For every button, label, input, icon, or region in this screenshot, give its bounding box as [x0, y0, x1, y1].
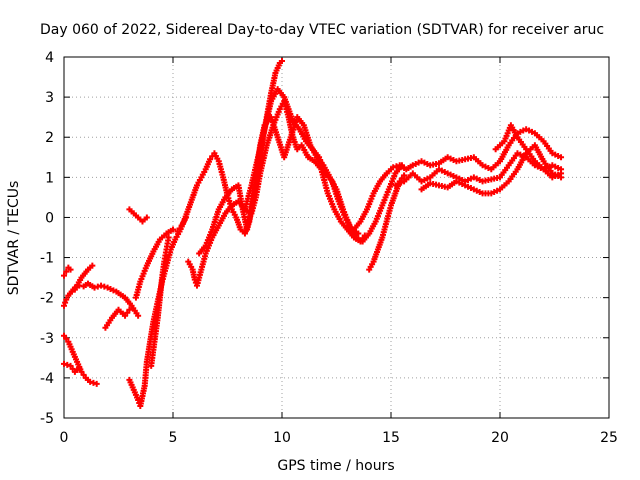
series-trace-r [492, 122, 565, 181]
data-point [207, 156, 214, 163]
y-tick-label: -2 [40, 291, 54, 307]
data-point [87, 378, 94, 385]
data-point [61, 332, 67, 339]
data-point [124, 309, 131, 316]
y-tick-label: 2 [45, 130, 54, 146]
data-point [98, 282, 105, 289]
data-point [176, 225, 183, 232]
x-tick-label: 20 [491, 430, 509, 446]
data-point [63, 296, 70, 303]
data-point [393, 163, 400, 170]
data-point [67, 266, 74, 273]
data-point [76, 364, 83, 371]
data-point [61, 302, 67, 309]
y-tick-label: -3 [40, 331, 54, 347]
data-point [101, 283, 108, 290]
y-tick-label: -4 [40, 371, 54, 387]
y-axis-label: SDTVAR / TECUs [6, 181, 22, 296]
y-tick-label: 0 [45, 210, 54, 226]
data-point [94, 283, 101, 290]
series-trace-n [366, 172, 408, 273]
x-tick-label: 0 [60, 430, 69, 446]
data-point [78, 368, 85, 375]
data-point [170, 226, 176, 233]
series-trace-p [392, 150, 565, 189]
data-point [183, 214, 190, 221]
data-point [63, 335, 70, 342]
series-trace-i [132, 214, 190, 301]
data-point [165, 234, 172, 241]
axis-ticks: 0 5 10 15 20 25 -5 -4 -3 -2 -1 0 1 2 3 4 [40, 50, 618, 446]
data-point [558, 170, 565, 177]
data-point [89, 262, 96, 269]
data-point [63, 268, 70, 275]
series-trace-j [148, 234, 172, 369]
data-point [90, 379, 97, 386]
y-tick-label: -1 [40, 251, 54, 267]
x-tick-label: 25 [600, 430, 618, 446]
data-point [355, 230, 362, 237]
plot-area-frame [63, 56, 610, 419]
data-point [143, 214, 150, 221]
data-point [62, 299, 69, 306]
data-point [64, 361, 71, 368]
series-trace-e [71, 262, 96, 293]
y-tick-label: 4 [45, 50, 54, 66]
data-point [69, 365, 76, 372]
y-tick-label: 3 [45, 90, 54, 106]
series-trace-o [350, 126, 565, 233]
data-point [61, 360, 67, 367]
data-point [122, 312, 129, 319]
y-tick-label: -5 [40, 411, 54, 427]
series-trace-b [61, 280, 142, 319]
data-point [91, 284, 98, 291]
data-point [135, 312, 142, 319]
x-tick-label: 5 [169, 430, 178, 446]
data-point [67, 362, 74, 369]
data-point [390, 164, 397, 171]
series-trace-q [418, 142, 565, 197]
data-series [61, 58, 565, 409]
series-trace-c [61, 332, 100, 387]
data-point [80, 371, 87, 378]
data-point [174, 228, 181, 235]
data-point [279, 58, 285, 65]
data-point [93, 380, 100, 387]
series-trace-h [126, 206, 150, 225]
chart-title: Day 060 of 2022, Sidereal Day-to-day VTE… [40, 22, 604, 38]
data-point [135, 396, 142, 403]
series-trace-g [126, 58, 285, 409]
y-tick-label: 1 [45, 170, 54, 186]
data-point [126, 306, 133, 313]
data-point [61, 272, 67, 279]
data-point [558, 154, 565, 161]
data-point [401, 172, 408, 179]
x-tick-label: 15 [382, 430, 400, 446]
x-tick-label: 10 [273, 430, 291, 446]
series-trace-a [61, 264, 74, 279]
x-axis-label: GPS time / hours [277, 458, 394, 474]
series-trace-f [102, 306, 133, 331]
series-trace-d [61, 360, 83, 375]
